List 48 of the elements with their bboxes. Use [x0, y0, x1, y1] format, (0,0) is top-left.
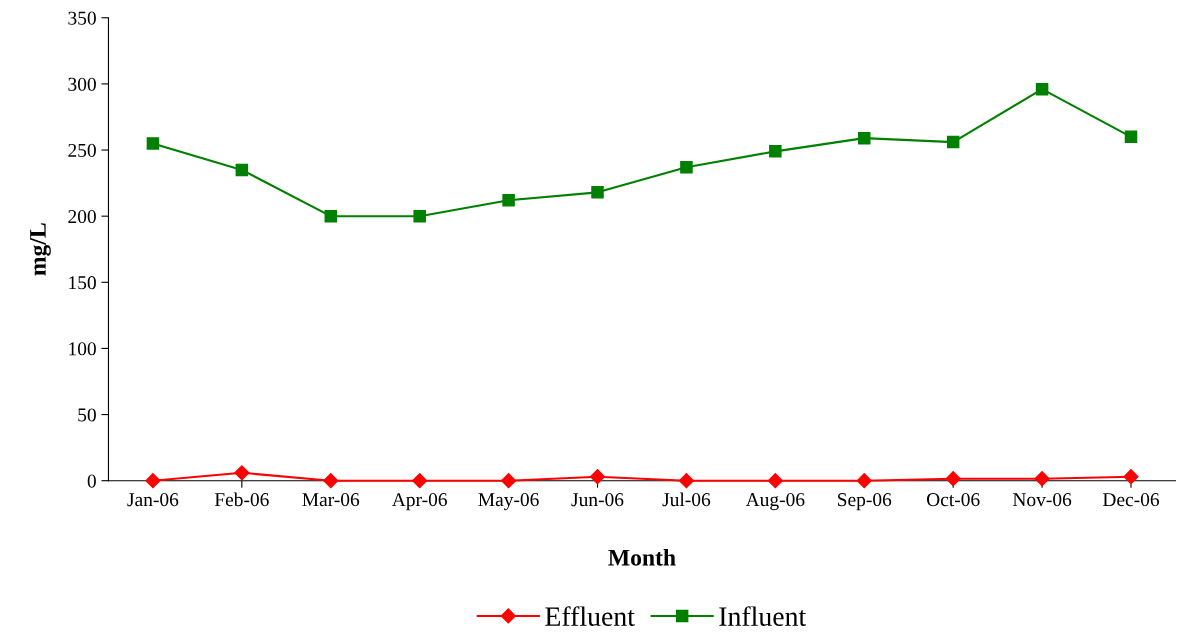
x-tick-label: Dec-06	[1102, 493, 1160, 507]
x-tick-label: May-06	[478, 493, 539, 511]
x-tick-label: Nov-06	[1012, 493, 1072, 507]
x-tick-label: Sep-06	[838, 493, 892, 511]
point	[323, 473, 339, 489]
x-tick-label: Aug-06	[745, 493, 805, 511]
point	[235, 163, 249, 177]
y-tick-label: 300	[68, 77, 96, 91]
point	[1035, 82, 1049, 96]
x-tick-label: Feb-06	[214, 492, 269, 507]
point	[680, 160, 693, 174]
x-tick-label: Apr-06	[391, 493, 447, 511]
point	[589, 469, 606, 485]
x-tick-label: Jan-06	[127, 493, 179, 507]
point	[591, 186, 604, 199]
point	[945, 471, 961, 487]
point	[1034, 471, 1050, 487]
legend-label: Effluent	[545, 606, 635, 626]
point	[678, 473, 694, 489]
point	[946, 135, 960, 149]
x-axis-title: Month	[608, 549, 676, 566]
x-tick-label: Jun-06	[571, 493, 624, 507]
point	[413, 209, 426, 223]
x-tick-label: Jul-06	[662, 492, 711, 507]
point	[145, 473, 161, 489]
point	[858, 131, 871, 145]
y-tick-label: 250	[68, 143, 96, 157]
point	[856, 473, 872, 489]
y-tick-label: 350	[68, 11, 96, 25]
x-tick-label: Oct-06	[926, 493, 980, 507]
x-tick-label: Mar-06	[302, 493, 360, 507]
y-tick-label: 0	[87, 474, 96, 488]
legend-label: Influent	[719, 606, 807, 626]
point	[767, 473, 783, 489]
y-axis-title: mg/L	[30, 223, 51, 276]
y-tick-label: 150	[69, 276, 96, 290]
y-tick-label: 50	[78, 408, 96, 422]
y-tick-label: 200	[68, 209, 96, 224]
point	[1124, 130, 1138, 144]
point	[769, 145, 782, 158]
y-tick-label: 100	[69, 342, 96, 356]
point	[501, 473, 517, 489]
point	[234, 465, 250, 481]
point	[1123, 469, 1139, 485]
point	[502, 194, 515, 207]
point	[412, 473, 428, 489]
point	[324, 209, 338, 223]
point	[146, 137, 160, 150]
